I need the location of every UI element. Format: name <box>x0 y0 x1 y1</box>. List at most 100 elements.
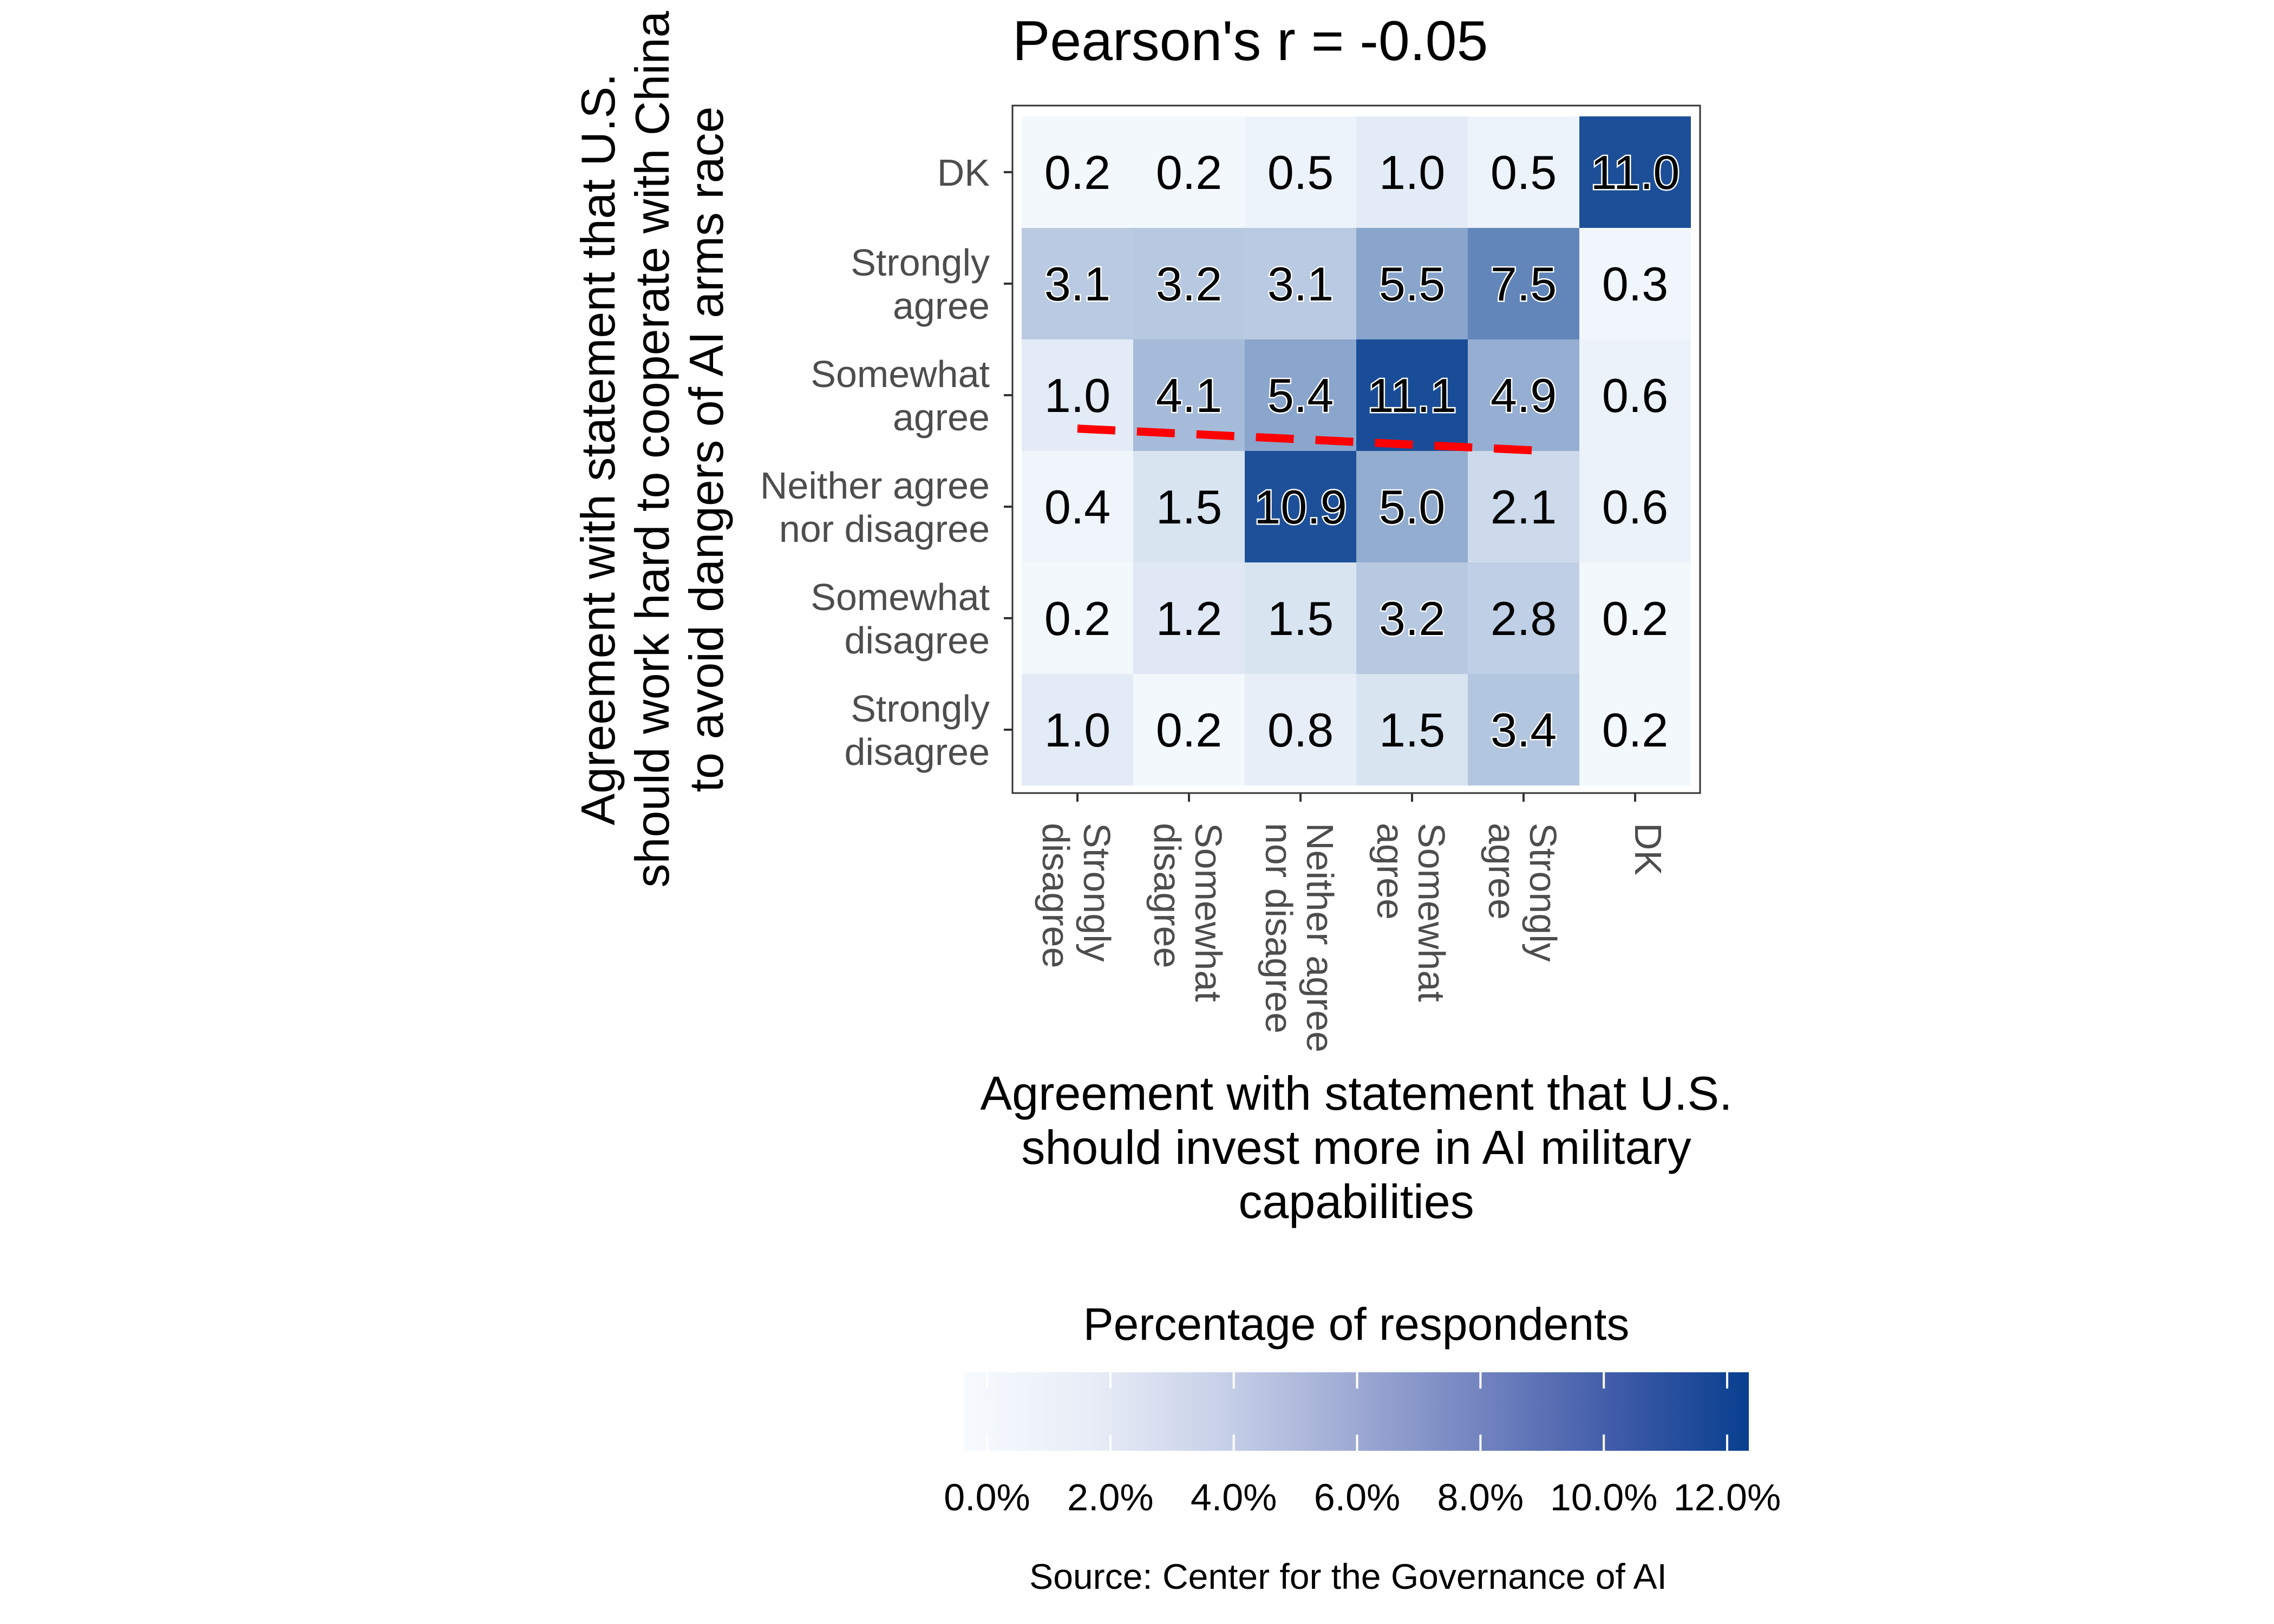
x-tick-label: agree <box>1481 823 1523 920</box>
cell-value-label: 2.1 <box>1491 480 1557 534</box>
heatmap-cell <box>1245 228 1356 339</box>
x-axis-title: Agreement with statement that U.S.should… <box>980 1066 1732 1228</box>
y-tick-label: nor disagree <box>779 508 990 550</box>
heatmap-cell <box>1022 562 1133 674</box>
y-axis-title-line: Agreement with statement that U.S. <box>571 73 625 825</box>
y-tick-label: disagree <box>844 731 990 773</box>
heatmap-cell <box>1579 451 1691 562</box>
heatmap-cell <box>1245 562 1356 674</box>
heatmap-cell <box>1133 674 1245 785</box>
x-tick-label: Somewhat <box>1410 823 1453 1002</box>
heatmap-cell <box>1022 674 1133 785</box>
cell-value-label: 0.5 <box>1491 146 1557 199</box>
chart-title: Pearson's r = -0.05 <box>1012 10 1488 73</box>
cell-value-label: 5.5 <box>1379 257 1445 311</box>
cell-value-label: 5.0 <box>1379 480 1445 534</box>
cell-value-label: 0.2 <box>1156 146 1222 199</box>
y-tick-label: DK <box>937 152 990 194</box>
x-tick-label: Strongly <box>1076 823 1118 962</box>
cell-value-label: 0.4 <box>1044 480 1110 534</box>
plot-panel-border <box>1011 104 1701 794</box>
heatmap-cells <box>1022 116 1691 785</box>
legend-tick-label: 12.0% <box>1674 1476 1781 1518</box>
legend-tick-label: 6.0% <box>1314 1476 1401 1518</box>
cell-value-label: 1.5 <box>1267 592 1334 645</box>
heatmap-cell <box>1468 674 1579 785</box>
heatmap-cell <box>1579 562 1691 674</box>
legend-tick-label: 8.0% <box>1437 1476 1524 1518</box>
heatmap-cell <box>1245 339 1356 451</box>
cell-value-label: 0.3 <box>1602 257 1668 311</box>
cell-value-label: 4.9 <box>1491 369 1557 422</box>
cell-value-label: 1.5 <box>1156 480 1222 534</box>
heatmap-cell <box>1133 116 1245 228</box>
cell-value-label: 3.4 <box>1491 703 1557 757</box>
legend-title: Percentage of respondents <box>1083 1299 1630 1350</box>
cell-value-label: 2.8 <box>1491 592 1557 645</box>
cell-value-labels: 0.2 0.2 0.5 1.0 0.5 11.0 3.1 3.2 3.1 5.5 7.5 0.3 1.0… <box>1043 145 1681 758</box>
cell-value-label: 0.8 <box>1267 703 1334 757</box>
heatmap-cell <box>1468 228 1579 339</box>
x-tick-label: disagree <box>1035 823 1077 968</box>
heatmap-cell <box>1356 116 1468 228</box>
heatmap-cell <box>1356 228 1468 339</box>
trend-line-dashed <box>1077 424 1546 455</box>
heatmap-cell <box>1579 339 1691 451</box>
heatmap-cell <box>1133 451 1245 562</box>
heatmap-cell <box>1356 562 1468 674</box>
heatmap-cell <box>1356 339 1468 451</box>
cell-value-label: 0.2 <box>1044 592 1110 645</box>
y-tick-label: agree <box>893 285 990 327</box>
heatmap-cell <box>1133 562 1245 674</box>
cell-value-label: 0.6 <box>1602 480 1668 534</box>
heatmap-cell <box>1356 451 1468 562</box>
cell-value-label: 11.0 <box>1591 146 1680 199</box>
y-axis-title-line: to avoid dangers of AI arms race <box>679 107 733 793</box>
cell-value-label: 0.5 <box>1267 146 1334 199</box>
cell-value-label: 4.1 <box>1156 369 1222 422</box>
cell-value-label: 0.6 <box>1602 369 1668 422</box>
heatmap-cell <box>1579 116 1691 228</box>
heatmap-cell <box>1022 116 1133 228</box>
heatmap-cell <box>1579 228 1691 339</box>
y-tick-label: disagree <box>844 619 990 662</box>
heatmap-cell <box>1245 451 1356 562</box>
heatmap-cell <box>1356 674 1468 785</box>
heatmap-cell <box>1468 339 1579 451</box>
cell-value-label: 0.2 <box>1602 703 1668 757</box>
legend-tick-label: 4.0% <box>1191 1476 1277 1518</box>
y-axis-title-line: should work hard to cooperate with China <box>625 11 679 887</box>
source-caption: Source: Center for the Governance of AI <box>1029 1556 1667 1596</box>
x-axis-title-line: capabilities <box>1238 1175 1474 1228</box>
heatmap-cell <box>1579 674 1691 785</box>
y-tick-label: agree <box>893 396 990 438</box>
y-tick-label: Strongly <box>851 241 990 284</box>
heatmap-cell <box>1133 228 1245 339</box>
heatmap-cell <box>1022 451 1133 562</box>
cell-value-label: 3.2 <box>1379 592 1445 645</box>
trend-line <box>1077 424 1546 455</box>
y-tick-label: Strongly <box>851 687 990 730</box>
cell-value-label: 7.5 <box>1491 257 1557 311</box>
cell-value-label: 3.2 <box>1156 257 1222 311</box>
x-tick-label: DK <box>1627 823 1669 875</box>
cell-value-label: 1.2 <box>1156 592 1222 645</box>
heatmap-cell <box>1468 451 1579 562</box>
legend-tick-label: 2.0% <box>1067 1476 1154 1518</box>
cell-value-label: 3.1 <box>1267 257 1334 311</box>
cell-value-label: 1.0 <box>1044 369 1110 422</box>
y-tick-label: Somewhat <box>811 353 990 395</box>
heatmap-cell <box>1245 674 1356 785</box>
cell-value-label: 1.0 <box>1044 703 1110 757</box>
x-tick-label: nor disagree <box>1258 823 1300 1033</box>
heatmap-cell <box>1468 562 1579 674</box>
y-axis-title: Agreement with statement that U.S. should… <box>571 11 733 887</box>
cell-value-label: 0.2 <box>1156 703 1222 757</box>
cell-value-label: 1.5 <box>1379 703 1445 757</box>
legend-tick-label: 10.0% <box>1550 1476 1657 1518</box>
heatmap-cell <box>1245 116 1356 228</box>
cell-value-label: 10.9 <box>1254 480 1347 534</box>
